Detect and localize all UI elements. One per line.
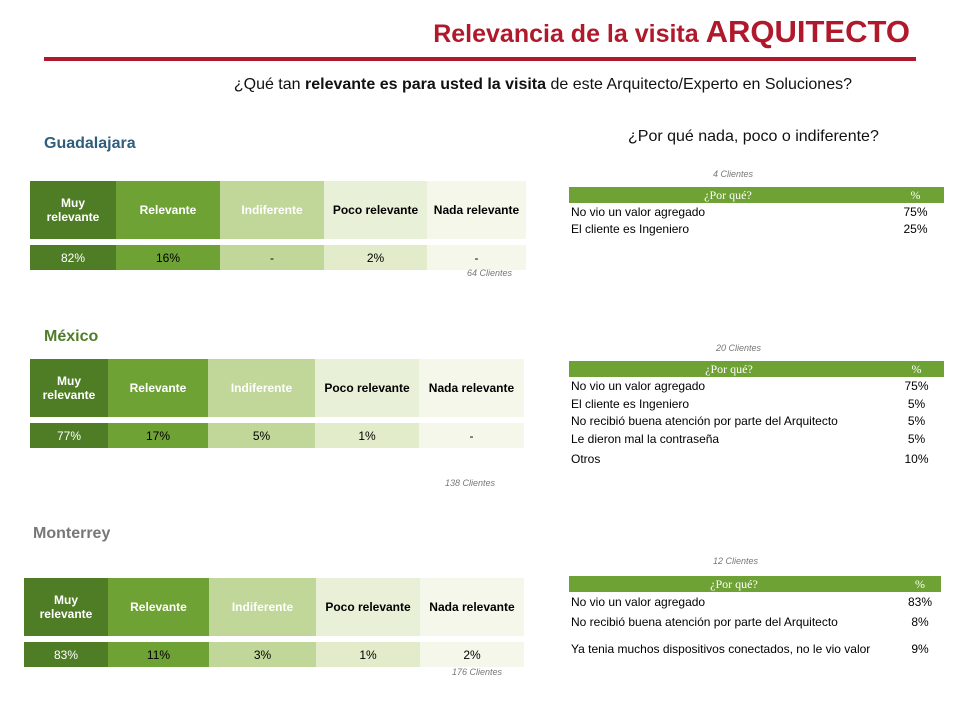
reason-text: No vio un valor agregado [571, 379, 706, 393]
title-divider [44, 57, 916, 61]
header-relevante: Relevante [108, 359, 208, 417]
client-count-mexico: 138 Clientes [445, 478, 496, 488]
reason-pct: 10% [904, 452, 929, 466]
reason-text: No recibió buena atención por parte del … [571, 615, 838, 629]
header-muy-relevante: Muy relevante [30, 181, 116, 239]
reasons-table-mexico: ¿Por qué?% No vio un valor agregado 75% E… [569, 361, 944, 466]
reason-pct: 8% [911, 615, 929, 629]
client-count-monterrey: 176 Clientes [452, 667, 503, 677]
reason-text: Le dieron mal la contraseña [571, 431, 720, 446]
header-poco-relevante: Poco relevante [316, 578, 420, 636]
value-nada-relevante: - [419, 417, 524, 448]
reason-text: El cliente es Ingeniero [571, 221, 690, 236]
reasons-header-why: ¿Por qué? [569, 576, 899, 592]
value-indiferente: - [220, 239, 324, 270]
rating-table-monterrey: Muy relevante Relevante Indiferente Poco… [24, 578, 524, 667]
value-poco-relevante: 1% [315, 417, 419, 448]
reason-text: El cliente es Ingeniero [571, 396, 690, 411]
city-label-guadalajara: Guadalajara [44, 135, 136, 152]
reason-pct: 75% [903, 204, 928, 219]
header-muy-relevante: Muy relevante [24, 578, 108, 636]
reasons-count-guadalajara: 4 Clientes [713, 169, 754, 179]
header-indiferente: Indiferente [209, 578, 316, 636]
client-count-guadalajara: 64 Clientes [467, 268, 513, 278]
header-indiferente: Indiferente [208, 359, 315, 417]
reason-text: Ya tenia muchos dispositivos conectados,… [571, 641, 871, 656]
reason-text: No vio un valor agregado [571, 204, 706, 219]
value-relevante: 11% [108, 636, 209, 667]
rating-table-guadalajara: Muy relevante Relevante Indiferente Poco… [30, 181, 526, 270]
value-poco-relevante: 1% [316, 636, 420, 667]
header-indiferente: Indiferente [220, 181, 324, 239]
header-poco-relevante: Poco relevante [315, 359, 419, 417]
question-text-bold: relevante es para usted la visita [305, 76, 547, 93]
value-relevante: 16% [116, 239, 220, 270]
header-nada-relevante: Nada relevante [419, 359, 524, 417]
title-prefix: Relevancia de la visita [433, 20, 699, 48]
value-relevante: 17% [108, 417, 208, 448]
reasons-header-pct: % [887, 187, 944, 203]
rating-table-mexico: Muy relevante Relevante Indiferente Poco… [30, 359, 524, 448]
why-heading: ¿Por qué nada, poco o indiferente? [628, 128, 879, 145]
reason-text: No recibió buena atención por parte del … [571, 414, 838, 428]
value-muy-relevante: 77% [30, 417, 108, 448]
reasons-header-pct: % [899, 576, 941, 592]
page-title: Relevancia de la visita ARQUITECTO [0, 14, 960, 50]
reasons-header-why: ¿Por qué? [569, 361, 889, 377]
city-label-monterrey: Monterrey [33, 525, 111, 542]
survey-question: ¿Qué tan relevante es para usted la visi… [0, 76, 960, 94]
header-relevante: Relevante [108, 578, 209, 636]
reason-text: Otros [571, 452, 601, 466]
reason-pct: 9% [911, 642, 929, 656]
value-nada-relevante: - [427, 239, 526, 270]
reason-pct: 83% [907, 595, 933, 609]
question-text-2: de este Arquitecto/Experto en Soluciones… [546, 76, 852, 93]
header-nada-relevante: Nada relevante [420, 578, 524, 636]
reason-text: No vio un valor agregado [571, 595, 706, 609]
value-poco-relevante: 2% [324, 239, 427, 270]
reason-pct: 5% [907, 431, 926, 446]
reason-pct: 25% [903, 221, 928, 236]
reasons-table-guadalajara: ¿Por qué?% No vio un valor agregado 75% E… [569, 187, 944, 237]
header-muy-relevante: Muy relevante [30, 359, 108, 417]
reason-pct: 5% [907, 396, 926, 411]
reasons-count-mexico: 20 Clientes [716, 343, 762, 353]
value-muy-relevante: 82% [30, 239, 116, 270]
header-nada-relevante: Nada relevante [427, 181, 526, 239]
value-nada-relevante: 2% [420, 636, 524, 667]
question-text-1: ¿Qué tan [233, 76, 305, 93]
reasons-count-monterrey: 12 Clientes [713, 556, 759, 566]
reasons-header-why: ¿Por qué? [569, 187, 887, 203]
title-emphasis: ARQUITECTO [705, 14, 910, 49]
header-relevante: Relevante [116, 181, 220, 239]
header-poco-relevante: Poco relevante [324, 181, 427, 239]
reasons-header-pct: % [889, 361, 944, 377]
value-muy-relevante: 83% [24, 636, 108, 667]
reasons-table-monterrey: ¿Por qué?% No vio un valor agregado 83% N… [569, 576, 941, 666]
value-indiferente: 3% [209, 636, 316, 667]
reason-pct: 5% [907, 414, 926, 428]
city-label-mexico: México [44, 328, 99, 345]
reason-pct: 75% [904, 379, 929, 393]
value-indiferente: 5% [208, 417, 315, 448]
